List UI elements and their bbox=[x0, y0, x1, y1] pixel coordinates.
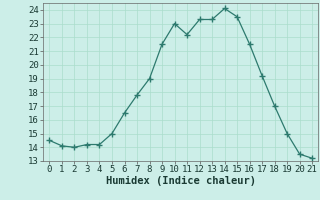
X-axis label: Humidex (Indice chaleur): Humidex (Indice chaleur) bbox=[106, 176, 256, 186]
